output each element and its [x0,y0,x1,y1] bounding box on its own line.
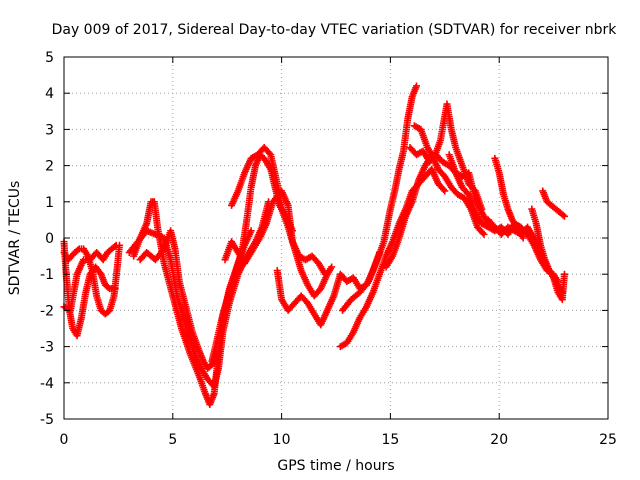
series-sat-o [410,100,486,213]
x-tick-label: 25 [599,432,617,448]
data-point [558,288,566,296]
y-tick-label: 3 [45,122,54,138]
data-point [559,211,567,219]
series-sat-b [60,241,123,318]
x-axis-label: GPS time / hours [277,458,394,474]
y-tick-label: 2 [45,159,54,175]
series-sat-i [221,187,329,278]
data-point [74,246,82,254]
chart-title: Day 009 of 2017, Sidereal Day-to-day VTE… [52,22,618,38]
data-point [111,242,119,250]
data-point [560,212,568,220]
y-tick-label: -3 [40,340,54,356]
x-tick-label: 5 [168,432,177,448]
data-point [478,205,486,213]
x-tick-label: 10 [273,432,291,448]
data-point [479,229,487,237]
series-sat-s [528,205,566,296]
y-tick-label: -5 [40,412,54,428]
y-axis-label: SDTVAR / TECUs [7,181,23,296]
grid-lines [64,57,608,419]
series-sat-j [273,248,384,329]
series-sat-t [539,187,568,220]
x-tick-label: 15 [381,432,399,448]
data-point [321,270,329,278]
series-sat-q [484,216,568,304]
y-tick-label: 5 [45,50,54,66]
data-point [560,270,568,278]
data-point [265,149,273,157]
x-tick-label: 20 [490,432,508,448]
y-tick-labels: -5 -4 -3 -2 -1 0 1 2 3 4 5 [40,50,54,428]
series-sat-k [336,165,449,351]
y-tick-label: 4 [45,86,54,102]
data-points [60,82,568,409]
series-sat-c [60,241,120,314]
data-point [413,82,421,90]
series-sat-r [491,154,527,242]
series-sat-l [339,82,421,314]
x-tick-labels: 0 5 10 15 20 25 [60,432,617,448]
data-point [441,187,449,195]
y-tick-label: 0 [45,231,54,247]
y-tick-label: 1 [45,195,54,211]
x-tick-label: 0 [60,432,69,448]
axis-ticks [63,56,609,420]
series-sat-g [208,151,296,365]
data-point [480,230,488,238]
data-point [104,283,112,291]
y-tick-label: -1 [40,267,54,283]
data-point [112,241,120,249]
data-point [328,263,336,271]
y-tick-label: -4 [40,376,54,392]
data-point [519,234,527,242]
data-point [439,185,447,193]
data-point [247,227,255,235]
y-tick-label: -2 [40,303,54,319]
